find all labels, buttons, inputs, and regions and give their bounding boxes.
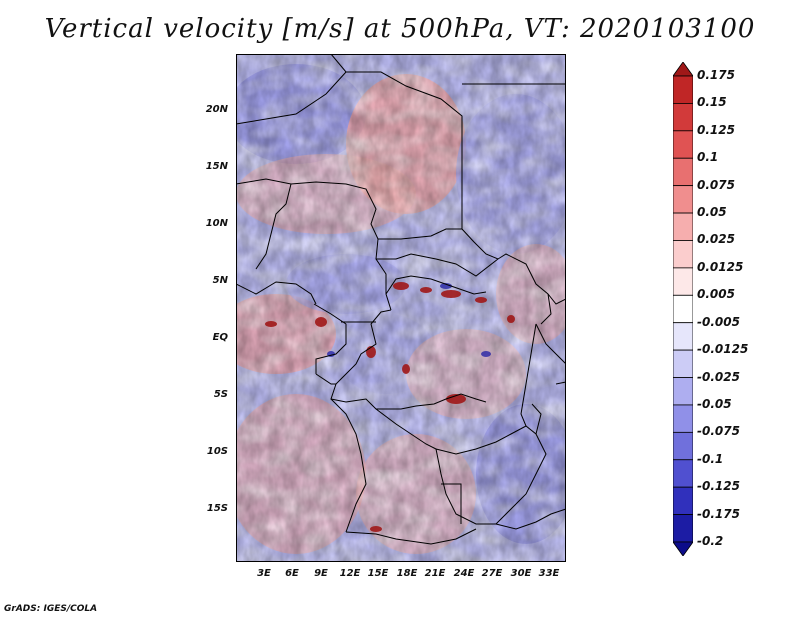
lat-label: EQ [212,332,228,343]
colorbar-cell [673,62,693,77]
lat-label: 10N [205,218,228,229]
colorbar-cell [673,103,693,132]
lat-label: 5S [213,389,228,400]
colorbar-cell [673,541,693,556]
lat-label: 5N [212,275,228,286]
lon-label: 15E [367,568,389,579]
lon-label: 30E [510,568,532,579]
colorbar-cell [673,377,693,406]
lat-label: 10S [206,446,228,457]
colorbar-cell [673,240,693,269]
colorbar-cell [673,130,693,159]
grads-credit: GrADS: IGES/COLA [4,604,98,614]
colorbar-cell [673,514,693,543]
colorbar-label: -0.125 [697,479,740,494]
colorbar-cell [673,349,693,378]
colorbar-label: 0.175 [697,68,735,82]
map-panel [236,54,566,562]
colorbar-cell [673,267,693,296]
lon-label: 12E [339,568,361,579]
lon-label: 3E [257,568,271,579]
lon-label: 6E [285,568,299,579]
colorbar-cell [673,294,693,324]
lon-label: 18E [396,568,418,579]
colorbar-label: -0.1 [697,451,724,466]
colorbar-label: 0.1 [697,150,719,165]
colorbar-cell [673,157,693,187]
colorbar-label: -0.2 [697,534,724,548]
colorbar-label: 0.15 [697,95,727,110]
lat-label: 15N [205,161,228,172]
lat-label: 15S [206,503,228,514]
colorbar-label: 0.025 [697,232,735,247]
colorbar-cell [673,459,693,488]
colorbar-label: 0.125 [697,122,735,137]
lon-label: 9E [314,568,328,579]
colorbar-label: -0.0125 [697,342,749,357]
colorbar [673,62,693,556]
colorbar-cell [673,212,693,241]
vertical-velocity-field [236,54,566,562]
lon-label: 27E [481,568,503,579]
colorbar-cell [673,404,693,433]
colorbar-label: -0.05 [697,396,732,411]
lon-label: 33E [538,568,560,579]
map-frame [236,54,566,562]
country-borders [236,54,566,545]
colorbar-cell [673,431,693,461]
colorbar-label: -0.025 [697,369,740,384]
colorbar-cell [673,322,693,351]
lat-label: 20N [205,104,228,115]
map-svg [236,54,566,562]
lon-label: 21E [424,568,446,579]
colorbar-label: 0.005 [697,287,735,302]
colorbar-label: 0.075 [697,177,735,192]
colorbar-label: 0.0125 [697,259,744,274]
colorbar-label: 0.05 [697,205,727,220]
lon-label: 24E [453,568,475,579]
colorbar-label: -0.005 [697,314,740,329]
colorbar-cell [673,185,693,214]
colorbar-label: -0.175 [697,506,740,521]
plot-title: Vertical velocity [m/s] at 500hPa, VT: 2… [44,14,756,44]
colorbar-cell [673,486,693,515]
colorbar-cell [673,75,693,104]
colorbar-label: -0.075 [697,424,740,439]
